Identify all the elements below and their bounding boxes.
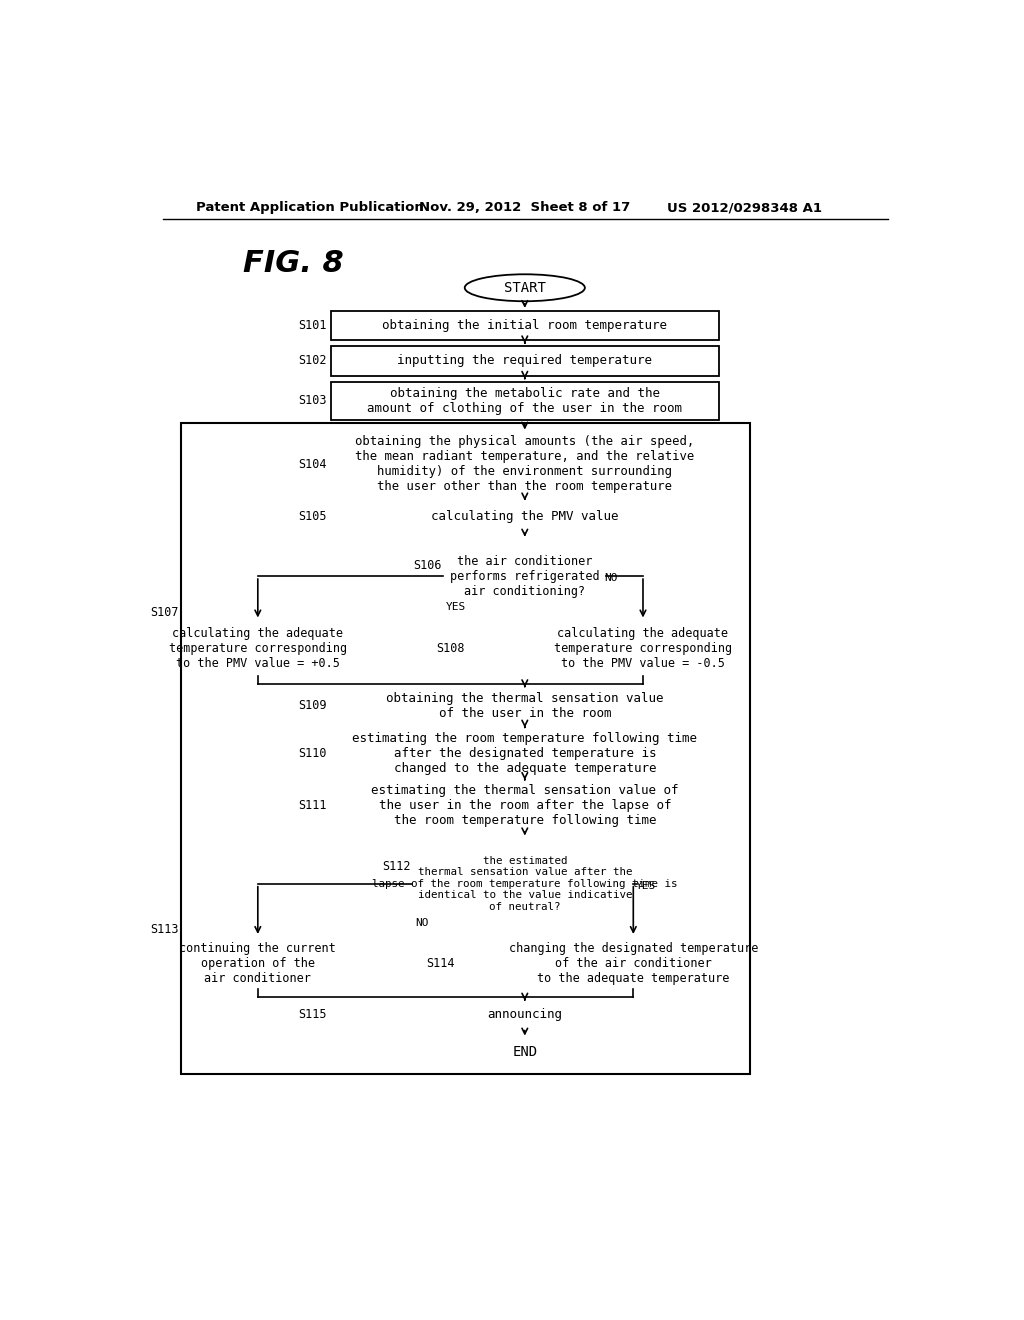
FancyBboxPatch shape [331, 433, 719, 496]
Text: FIG. 8: FIG. 8 [243, 248, 343, 277]
Text: estimating the thermal sensation value of
the user in the room after the lapse o: estimating the thermal sensation value o… [371, 784, 679, 828]
Text: estimating the room temperature following time
after the designated temperature : estimating the room temperature followin… [352, 733, 697, 775]
Text: S104: S104 [299, 458, 328, 471]
Text: S111: S111 [299, 800, 328, 813]
Text: inputting the required temperature: inputting the required temperature [397, 354, 652, 367]
Text: calculating the adequate
temperature corresponding
to the PMV value = +0.5: calculating the adequate temperature cor… [169, 627, 347, 669]
Text: the estimated
thermal sensation value after the
lapse of the room temperature fo: the estimated thermal sensation value af… [372, 855, 678, 912]
Polygon shape [443, 540, 606, 612]
Text: S113: S113 [151, 923, 179, 936]
FancyBboxPatch shape [331, 346, 719, 376]
Text: END: END [512, 1045, 538, 1060]
Text: S115: S115 [299, 1007, 328, 1020]
FancyBboxPatch shape [331, 730, 719, 776]
Text: YES: YES [445, 602, 466, 611]
Text: S108: S108 [436, 642, 465, 655]
Text: NO: NO [415, 917, 428, 928]
FancyBboxPatch shape [182, 620, 334, 676]
Text: obtaining the thermal sensation value
of the user in the room: obtaining the thermal sensation value of… [386, 692, 664, 719]
FancyBboxPatch shape [331, 381, 719, 420]
Text: S112: S112 [382, 861, 411, 874]
Text: S109: S109 [299, 700, 328, 713]
FancyBboxPatch shape [331, 503, 719, 531]
Text: Nov. 29, 2012  Sheet 8 of 17: Nov. 29, 2012 Sheet 8 of 17 [419, 201, 630, 214]
Text: S106: S106 [414, 558, 442, 572]
Text: NO: NO [604, 573, 618, 583]
Text: S101: S101 [299, 319, 328, 333]
Text: START: START [504, 281, 546, 294]
Text: Patent Application Publication: Patent Application Publication [197, 201, 424, 214]
FancyBboxPatch shape [180, 424, 750, 1074]
FancyBboxPatch shape [567, 620, 719, 676]
Text: YES: YES [636, 880, 656, 891]
FancyBboxPatch shape [331, 688, 719, 725]
Text: announcing: announcing [487, 1007, 562, 1020]
Text: the air conditioner
performs refrigerated
air conditioning?: the air conditioner performs refrigerate… [450, 554, 600, 598]
FancyBboxPatch shape [182, 937, 334, 989]
Text: obtaining the physical amounts (the air speed,
the mean radiant temperature, and: obtaining the physical amounts (the air … [355, 436, 694, 494]
Text: obtaining the metabolic rate and the
amount of clothing of the user in the room: obtaining the metabolic rate and the amo… [368, 387, 682, 414]
Text: S114: S114 [426, 957, 455, 970]
FancyBboxPatch shape [548, 937, 719, 989]
Text: changing the designated temperature
of the air conditioner
to the adequate tempe: changing the designated temperature of t… [509, 941, 758, 985]
Text: US 2012/0298348 A1: US 2012/0298348 A1 [667, 201, 821, 214]
Text: S110: S110 [299, 747, 328, 760]
Text: calculating the adequate
temperature corresponding
to the PMV value = -0.5: calculating the adequate temperature cor… [554, 627, 732, 669]
Text: calculating the PMV value: calculating the PMV value [431, 511, 618, 523]
Text: S103: S103 [299, 395, 328, 408]
Text: continuing the current
operation of the
air conditioner: continuing the current operation of the … [179, 941, 336, 985]
Text: S107: S107 [151, 606, 179, 619]
FancyBboxPatch shape [331, 1001, 719, 1028]
Text: S102: S102 [299, 354, 328, 367]
Ellipse shape [465, 275, 585, 301]
FancyBboxPatch shape [331, 312, 719, 341]
Ellipse shape [465, 1039, 585, 1065]
FancyBboxPatch shape [331, 783, 719, 829]
Text: S105: S105 [299, 511, 328, 523]
Polygon shape [413, 838, 637, 929]
Text: obtaining the initial room temperature: obtaining the initial room temperature [382, 319, 668, 333]
